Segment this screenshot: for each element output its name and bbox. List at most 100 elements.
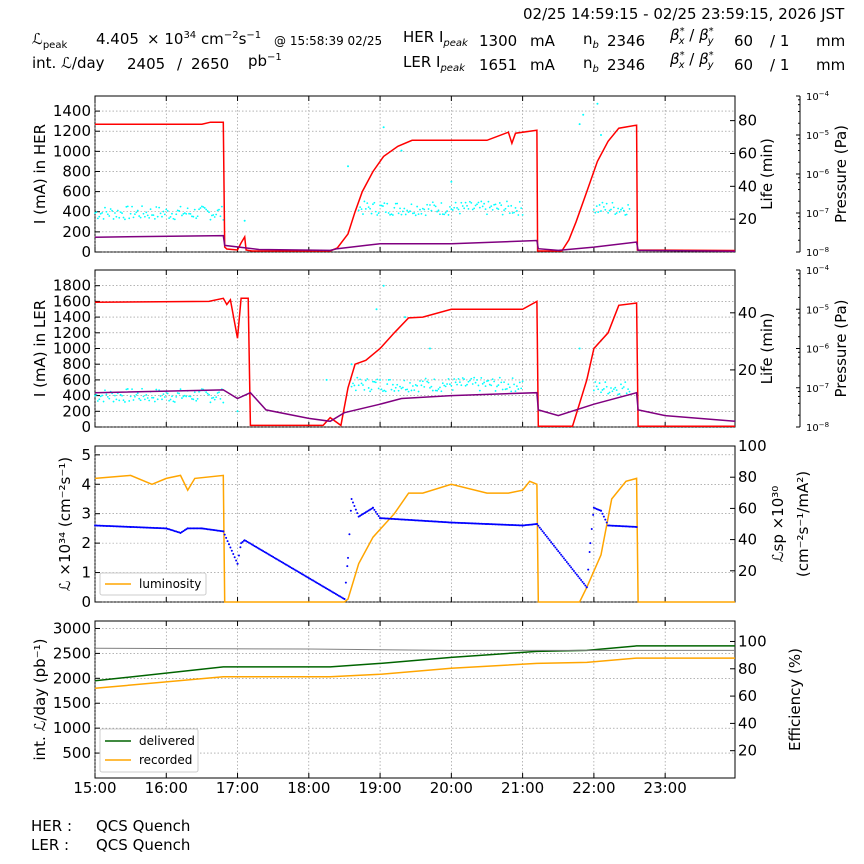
pressure-point xyxy=(480,200,483,203)
pressure-point xyxy=(449,383,451,386)
lsp-point xyxy=(514,524,517,527)
pressure-point xyxy=(480,377,483,379)
lsp-point xyxy=(406,518,409,521)
lsp-point xyxy=(413,519,416,522)
pressure-point xyxy=(431,389,434,392)
pressure-point xyxy=(205,208,208,211)
lsp-point xyxy=(508,523,511,526)
pressure-point xyxy=(419,380,421,382)
intl-unit: pb−1 xyxy=(248,52,282,70)
ler-beta-y: / 1 xyxy=(770,56,790,74)
lsp-point xyxy=(125,525,128,528)
pressure-point xyxy=(198,208,200,211)
lsp-point xyxy=(237,554,240,557)
pressure-point xyxy=(582,113,585,116)
lpeak-time: @ 15:58:39 02/25 xyxy=(274,34,383,48)
pressure-point xyxy=(163,396,166,398)
y-axis-label: int. ℒ/day (pb⁻¹) xyxy=(31,639,49,761)
pressure-point xyxy=(178,392,180,395)
series-life xyxy=(94,389,736,423)
pressure-point xyxy=(155,206,158,208)
lsp-point xyxy=(393,517,396,520)
pressure-point xyxy=(379,204,381,207)
lsp-point xyxy=(547,537,550,540)
y-right-tick-label: 100 xyxy=(738,437,767,455)
lsp-point xyxy=(513,524,516,527)
lsp-point xyxy=(466,522,469,525)
intl-sep: / xyxy=(177,55,183,73)
legend-label-luminosity: luminosity xyxy=(139,577,201,591)
lsp-point xyxy=(555,548,558,551)
pressure-point xyxy=(135,393,138,396)
pressure-point xyxy=(518,381,521,384)
pressure-point xyxy=(192,398,195,401)
her-ipeak-value: 1300 xyxy=(479,32,518,50)
lsp-point xyxy=(179,531,182,534)
pressure-point xyxy=(384,211,387,214)
pressure-point xyxy=(437,209,440,212)
lsp-point xyxy=(464,522,467,525)
lsp-point xyxy=(430,520,433,523)
pressure-point xyxy=(604,208,607,211)
lsp-point xyxy=(624,525,627,528)
pressure-point xyxy=(191,215,193,218)
y-tick-label: 400 xyxy=(62,203,91,221)
pressure-point xyxy=(219,397,222,400)
pressure-point xyxy=(578,347,581,350)
lsp-point xyxy=(369,508,372,511)
lsp-point xyxy=(447,521,450,524)
legend-box xyxy=(99,728,199,773)
pressure-point xyxy=(399,207,401,210)
lsp-point xyxy=(484,522,487,525)
pressure-point xyxy=(497,208,500,211)
lsp-point xyxy=(614,524,617,527)
lsp-point xyxy=(236,562,239,565)
pressure-point xyxy=(504,388,507,391)
lsp-point xyxy=(420,519,423,522)
pressure-point xyxy=(624,381,627,383)
pressure-point xyxy=(628,208,631,210)
pressure-point xyxy=(188,212,190,215)
pressure-point xyxy=(511,212,514,214)
pressure-point xyxy=(195,399,198,402)
her-status-prefix: HER : xyxy=(31,817,73,835)
lsp-point xyxy=(461,521,464,524)
lsp-point xyxy=(584,584,587,587)
lsp-point xyxy=(411,519,414,522)
lsp-point xyxy=(347,556,350,559)
pressure-point xyxy=(367,206,370,208)
y-tick-label: 400 xyxy=(62,387,91,405)
lsp-point xyxy=(426,520,429,523)
pressure-point xyxy=(516,385,518,388)
lsp-point xyxy=(366,510,369,513)
lsp-point xyxy=(552,544,555,547)
pressure-point xyxy=(96,217,99,220)
pressure-point xyxy=(612,388,615,391)
pressure-point xyxy=(487,379,490,382)
x-tick-label: 17:00 xyxy=(216,779,259,797)
pressure-point xyxy=(400,149,403,152)
pressure-point xyxy=(460,201,463,204)
time-range: 02/25 14:59:15 - 02/25 23:59:15, 2026 JS… xyxy=(523,5,845,23)
y-tick-label: 2500 xyxy=(53,644,91,662)
y-axis-label: I (mA) in HER xyxy=(31,124,49,224)
pressure-point xyxy=(627,388,629,390)
lsp-point xyxy=(367,509,370,512)
pressure-point xyxy=(370,212,373,215)
pressure-point xyxy=(126,205,129,208)
lsp-point xyxy=(410,519,413,522)
lsp-point xyxy=(380,517,383,520)
lsp-point xyxy=(510,524,513,527)
her-beta-unit: mm xyxy=(816,32,846,50)
pressure-point xyxy=(610,208,612,211)
pressure-point xyxy=(401,386,404,389)
pressure-point xyxy=(513,383,515,386)
pressure-point xyxy=(392,383,394,386)
pressure-point xyxy=(179,388,182,391)
pressure-point xyxy=(494,203,497,206)
pressure-point xyxy=(367,387,370,389)
pressure-point xyxy=(468,379,471,382)
pressure-point xyxy=(404,316,407,319)
lsp-point xyxy=(538,526,541,529)
